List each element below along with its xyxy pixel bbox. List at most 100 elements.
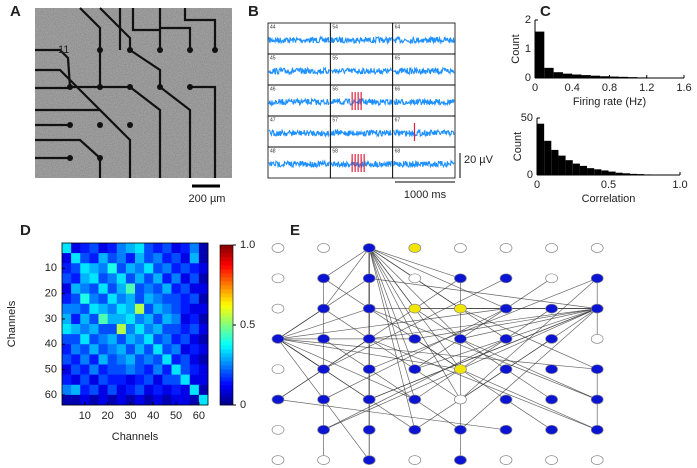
heatmap-cell	[116, 263, 127, 274]
node	[362, 273, 376, 284]
heatmap-cell	[135, 303, 145, 315]
heatmap-cell	[171, 344, 181, 355]
heatmap-cell	[180, 374, 191, 386]
heatmap-cell	[180, 364, 191, 375]
heatmap-cell	[116, 293, 127, 305]
heatmap-cell	[171, 374, 181, 386]
heatmap-cell	[144, 384, 154, 396]
heatmap-cell	[89, 344, 99, 355]
heatmap-cell	[171, 273, 181, 284]
heatmap-cell	[144, 364, 154, 375]
heatmap-cell	[71, 303, 81, 315]
heatmap-cell	[62, 324, 72, 335]
bar	[609, 76, 619, 78]
node	[454, 364, 467, 375]
heatmap-cell	[62, 313, 72, 325]
heatmap-cell	[116, 303, 127, 315]
bar	[618, 76, 629, 78]
heatmap-cell	[62, 354, 72, 365]
colorbar-swatch	[220, 389, 233, 394]
heatmap-cell	[144, 293, 154, 305]
heatmap-cell	[153, 344, 163, 355]
heatmap-cell	[189, 313, 200, 325]
edge	[368, 247, 416, 340]
heatmap-cell	[80, 364, 90, 375]
heatmap-cell	[98, 303, 108, 315]
heatmap-cell	[135, 253, 145, 264]
heatmap-cell	[107, 324, 118, 335]
heatmap-cell	[162, 303, 172, 315]
heatmap-cell	[116, 364, 127, 375]
channel-label: 48	[270, 148, 276, 154]
colorbar-swatch	[220, 349, 233, 354]
x-tick-label: 20	[102, 410, 114, 422]
colorbar-swatch	[220, 245, 233, 250]
heatmap-cell	[98, 374, 108, 386]
node	[545, 334, 558, 344]
x-tick-label: 30	[124, 410, 136, 422]
node	[590, 303, 604, 314]
node	[271, 424, 285, 435]
colorbar-swatch	[220, 281, 233, 286]
node	[408, 243, 422, 253]
heatmap-cell	[180, 263, 191, 274]
heatmap-cell	[89, 283, 99, 294]
heatmap-cell	[80, 354, 90, 365]
heatmap-cell	[153, 273, 163, 284]
node	[545, 424, 558, 435]
heatmap-cell	[107, 293, 118, 305]
heatmap-cell	[171, 324, 181, 335]
channel-label: 47	[270, 117, 276, 123]
heatmap-cell	[189, 303, 200, 315]
trace	[268, 35, 330, 45]
heatmap-cell	[62, 243, 72, 254]
heatmap-cell	[71, 253, 81, 264]
heatmap-cell	[62, 344, 72, 355]
node	[545, 364, 558, 375]
heatmap-cell	[116, 344, 127, 355]
heatmap-cell	[71, 364, 81, 375]
heatmap-cell	[180, 273, 191, 284]
node	[545, 394, 558, 405]
heatmap-cell	[98, 364, 108, 375]
heatmap-cell	[98, 273, 108, 284]
heatmap-cell	[89, 253, 99, 264]
heatmap-cell	[144, 243, 154, 254]
heatmap-cell	[189, 243, 200, 254]
heatmap-cell	[162, 354, 172, 365]
colorbar-swatch	[220, 353, 233, 358]
x-axis-label: Channels	[112, 431, 159, 443]
node	[499, 334, 513, 344]
node	[362, 455, 376, 465]
heatmap-cell	[116, 253, 127, 264]
heatmap-cell	[171, 263, 181, 274]
heatmap-cell	[198, 374, 209, 386]
y-tick-label: 20	[45, 288, 57, 300]
heatmap-cell	[135, 243, 145, 254]
heatmap-cell	[89, 303, 99, 315]
heatmap-cell	[180, 334, 191, 345]
heatmap-cell	[89, 334, 99, 345]
heatmap-cell	[189, 263, 200, 274]
bar	[544, 67, 554, 78]
heatmap-cell	[107, 334, 118, 345]
heatmap-cell	[125, 253, 136, 264]
heatmap-cell	[198, 364, 209, 375]
channel-label: 46	[270, 86, 276, 92]
heatmap-cell	[80, 334, 90, 345]
heatmap-cell	[135, 344, 145, 355]
colorbar-swatch	[220, 345, 233, 350]
heatmap-cell	[71, 344, 81, 355]
colorbar-swatch	[220, 397, 233, 402]
heatmap-cell	[171, 394, 181, 406]
heatmap-cell	[80, 324, 90, 335]
heatmap-cell	[98, 243, 108, 254]
heatmap-cell	[171, 293, 181, 305]
heatmap-cell	[198, 263, 209, 274]
heatmap-cell	[107, 344, 118, 355]
heatmap-cell	[171, 364, 181, 375]
y-tick-label: 50	[45, 363, 57, 375]
bar	[600, 76, 610, 78]
heatmap-cell	[171, 243, 181, 254]
